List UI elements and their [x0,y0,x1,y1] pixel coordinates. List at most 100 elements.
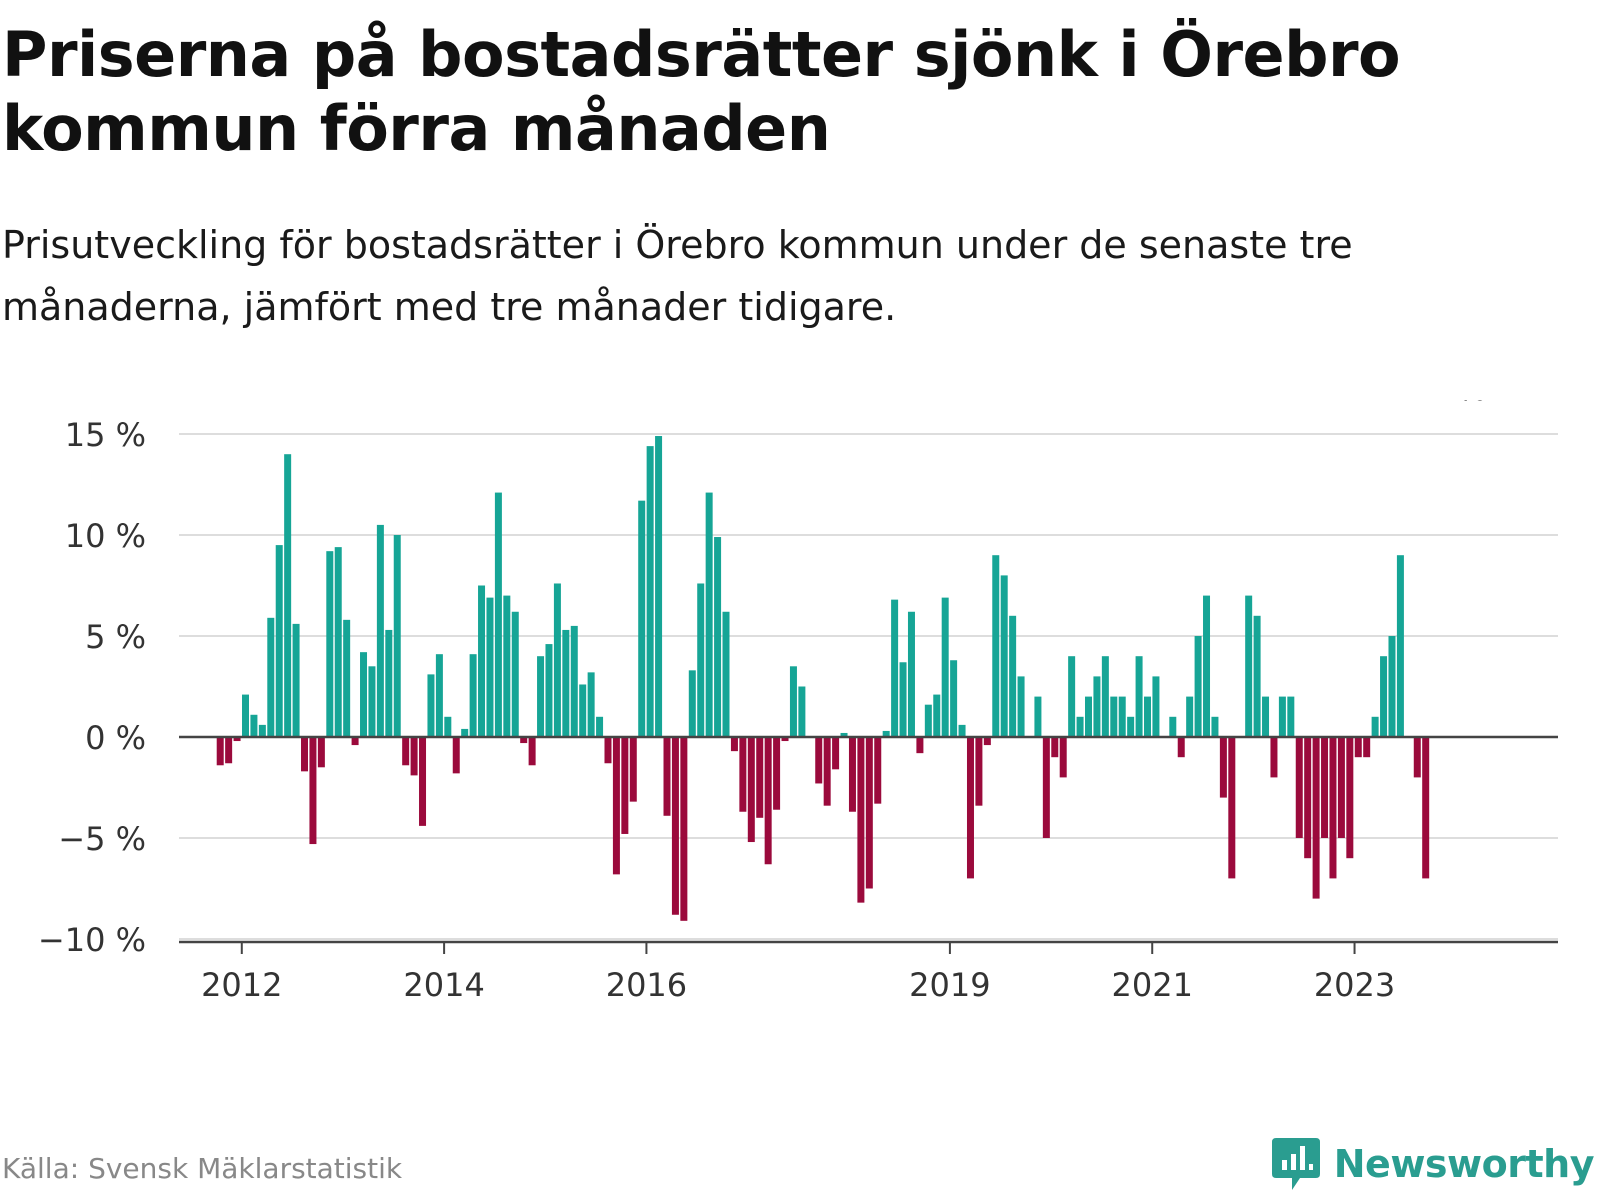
bar [478,585,486,737]
bar [629,737,637,802]
bar [385,629,393,737]
bar [233,737,241,742]
bar [958,724,966,737]
bar [983,737,991,746]
bar [343,619,351,737]
bar [1413,737,1421,778]
bar [663,737,671,816]
bar [1295,737,1303,838]
bar [1017,676,1025,737]
bar [638,500,646,737]
newsworthy-logo-icon [1271,1138,1320,1190]
bar [1211,716,1219,737]
bar [747,737,755,843]
bar [1093,676,1101,737]
bar [1059,737,1067,778]
bar [1329,737,1337,879]
bar [714,537,722,737]
bar [1219,737,1227,798]
bar [697,583,705,737]
bar [966,737,974,879]
bar [410,737,418,776]
bar [503,595,511,737]
bar [655,436,663,737]
bar [1253,615,1261,737]
bar [511,611,519,737]
bar [874,737,882,804]
y-tick-label: 15 % [65,416,146,454]
bar [225,737,233,764]
bars [216,436,1430,921]
y-axis-tick-labels: 15 % 10 % 5 % 0 % −5 % −10 % [38,416,146,959]
bar [587,672,595,737]
bar [1346,737,1354,859]
bar [1262,696,1270,737]
bar [351,737,359,746]
chart-subtitle: Prisutveckling för bostadsrätter i Örebr… [2,223,1353,329]
bar [360,652,368,737]
bar [1380,656,1388,737]
bar [1388,636,1396,737]
chart-title: Priserna på bostadsrätter sjönk i Örebro… [2,18,1401,165]
bar [402,737,410,766]
value-annotation: −7 % [1404,400,1486,408]
grid-lines [179,433,1558,940]
bar [1371,716,1379,737]
bar [301,737,309,772]
bar-chart: 15 % 10 % 5 % 0 % −5 % −10 % 2012 2014 2016 2019… [38,400,1558,1004]
bar [612,737,620,875]
bar [840,732,848,737]
bar [730,737,738,752]
bar [494,492,502,737]
bar [537,656,545,737]
y-tick-label: 10 % [65,517,146,555]
bar [368,666,376,737]
bar [570,625,578,737]
bar [1304,737,1312,859]
bar [1051,737,1059,758]
bar [1312,737,1320,899]
bar [722,611,730,737]
bar [545,644,553,737]
bar [950,660,958,737]
bar [1177,737,1185,758]
bar [216,737,224,766]
bar [941,597,949,737]
bar [680,737,688,921]
x-tick-label: 2014 [403,966,484,1004]
bar [284,454,292,737]
bar [275,545,283,737]
source-note: Källa: Svensk Mäklarstatistik [2,1152,403,1185]
bar [553,583,561,737]
x-tick-label: 2023 [1314,966,1395,1004]
bar [933,694,941,737]
bar [739,737,747,812]
annotation-layer: −7 % [1404,400,1486,408]
bar [604,737,612,764]
bar [773,737,781,810]
x-tick-label: 2012 [201,966,282,1004]
y-tick-label: −5 % [58,820,146,858]
bar [705,492,713,737]
bar [1194,636,1202,737]
bar [419,737,427,826]
bar [1135,656,1143,737]
bar [376,524,384,737]
bar [924,704,932,737]
bar [1422,737,1430,879]
bar [1000,575,1008,737]
brand-logo: Newsworthy [1270,1136,1595,1192]
bar [242,694,249,737]
bar [916,737,924,754]
bar [1203,595,1211,737]
bar [1042,737,1050,838]
bar [435,654,443,737]
bar [1068,656,1076,737]
bar [452,737,460,774]
bar [1009,615,1017,737]
bar [1186,696,1194,737]
bar [848,737,856,812]
bar [1127,716,1135,737]
bar [393,535,401,737]
bar [907,611,915,737]
